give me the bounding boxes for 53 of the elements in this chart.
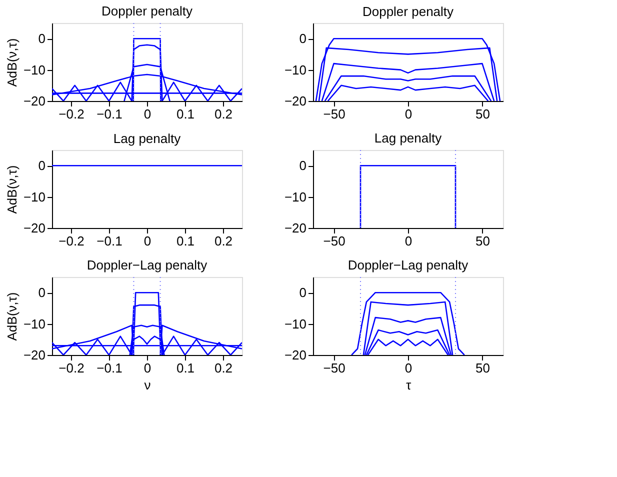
y-axis-title: AdB(ν,τ) (4, 165, 20, 214)
y-axis-title: AdB(ν,τ) (4, 292, 20, 341)
y-tick-label: 0 (38, 285, 46, 300)
x-tick-label: 0.1 (176, 106, 195, 122)
y-tick-label: 0 (299, 285, 306, 300)
x-axis-title: τ (406, 378, 412, 392)
y-tick-label: −20 (23, 348, 46, 362)
y-axis-title: AdB(ν,τ) (4, 38, 20, 87)
x-tick-label: −50 (323, 234, 346, 248)
chart-title: Lag penalty (113, 131, 182, 146)
y-tick-label: 0 (299, 158, 306, 174)
x-tick-label: −0.1 (96, 360, 122, 376)
x-tick-label: 0.2 (214, 360, 233, 376)
x-tick-label: −50 (323, 106, 346, 122)
chart-title: Doppler−Lag penalty (86, 258, 208, 272)
y-tick-label: −10 (284, 316, 306, 332)
y-tick-label: −20 (284, 94, 306, 108)
x-tick-label: 50 (475, 360, 490, 376)
x-tick-label: 0 (144, 360, 152, 376)
x-tick-label: −0.2 (58, 106, 84, 122)
x-tick-label: −50 (323, 360, 346, 376)
x-tick-label: 0.2 (214, 106, 233, 122)
x-tick-label: 0 (404, 234, 412, 248)
x-tick-label: −0.1 (96, 234, 122, 248)
x-tick-label: −0.2 (58, 234, 84, 248)
x-axis-title: ν (144, 378, 151, 392)
y-tick-label: −20 (284, 220, 306, 236)
y-tick-label: −10 (284, 189, 306, 204)
x-tick-label: 0.1 (176, 234, 195, 248)
y-tick-label: −10 (23, 316, 46, 332)
y-tick-label: 0 (38, 31, 46, 46)
y-tick-label: 0 (38, 158, 46, 174)
x-tick-label: 0 (404, 360, 412, 376)
y-tick-label: −10 (284, 62, 306, 78)
x-tick-label: −0.1 (96, 106, 122, 122)
x-tick-label: 50 (475, 234, 490, 248)
x-tick-label: 0 (144, 234, 152, 248)
x-tick-label: 0.2 (214, 234, 233, 248)
y-tick-label: 0 (299, 31, 306, 46)
x-tick-label: 0.1 (176, 360, 195, 376)
y-tick-label: −10 (23, 62, 46, 78)
chart-title: Doppler penalty (101, 4, 194, 18)
chart-title: Doppler−Lag penalty (348, 258, 469, 272)
x-tick-label: 50 (475, 106, 490, 122)
y-tick-label: −20 (23, 220, 46, 236)
x-tick-label: 0 (404, 106, 412, 122)
chart-title: Doppler penalty (362, 4, 454, 19)
y-tick-label: −10 (23, 189, 46, 204)
y-tick-label: −20 (23, 94, 46, 108)
x-tick-label: 0 (144, 106, 152, 122)
y-tick-label: −20 (284, 348, 306, 362)
chart-title: Lag penalty (374, 130, 442, 146)
x-tick-label: −0.2 (58, 360, 84, 376)
